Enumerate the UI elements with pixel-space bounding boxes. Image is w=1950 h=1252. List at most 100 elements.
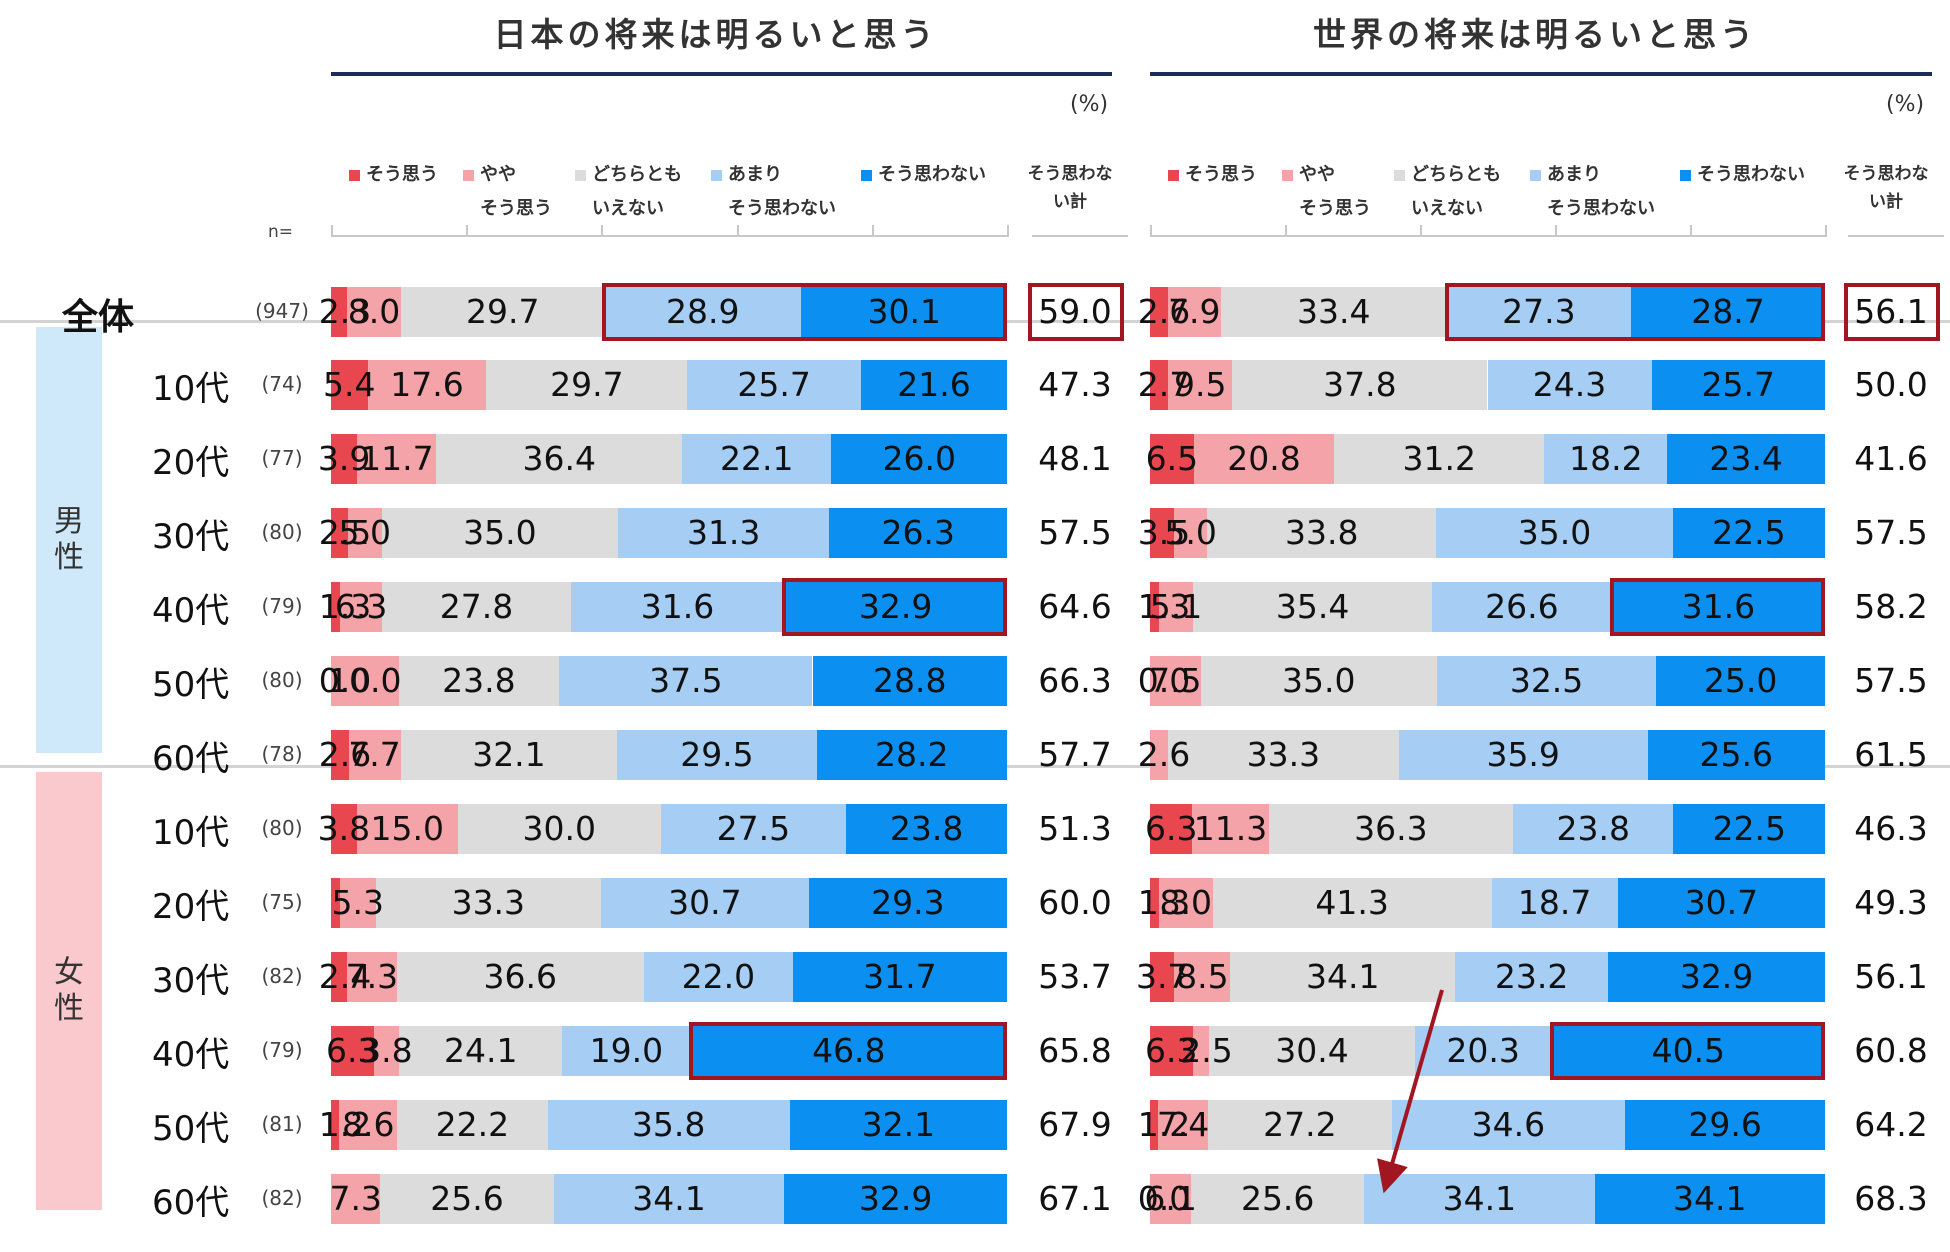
data-label: 35.0 (463, 513, 537, 552)
legend-label: そう思わない (1697, 164, 1805, 185)
data-label: 2.3 (318, 292, 372, 331)
bar-segment (399, 1026, 563, 1076)
data-label: 31.6 (640, 587, 715, 626)
data-label: 35.8 (631, 1105, 706, 1144)
data-label: 28.2 (875, 735, 949, 774)
bar-segment (331, 1026, 374, 1076)
axis-tick (736, 225, 739, 237)
row-sample-size: (78) (261, 742, 303, 766)
legend-label-line2: そう思わない (728, 198, 836, 219)
bar-segment (347, 508, 382, 558)
legend-label: そう思わない (878, 164, 986, 185)
data-label: 7.9 (1168, 292, 1221, 331)
bar-segment (1168, 730, 1399, 780)
total-value: 51.3 (1038, 809, 1112, 848)
data-label: 23.8 (889, 809, 964, 848)
bar-segment (1150, 952, 1175, 1002)
data-label: 2.5 (318, 513, 372, 552)
bar-segment (1192, 804, 1269, 854)
bar-segment (436, 434, 683, 484)
data-label: 22.0 (681, 957, 756, 996)
bar-segment (396, 952, 644, 1002)
data-label: 20.8 (1227, 439, 1301, 478)
stacked-bar: 6.3 11.3 36.3 23.8 22.5 (1145, 804, 1825, 854)
bar-segment (1656, 656, 1825, 706)
row-label-age: 20代 (152, 887, 230, 927)
data-label: 2.7 (1137, 365, 1191, 404)
data-label: 6.3 (326, 1031, 379, 1070)
bar-segment (1631, 287, 1825, 337)
total-value: 56.1 (1854, 292, 1928, 331)
title-underline (331, 72, 1112, 76)
bar-segment (1611, 582, 1825, 632)
row-label-age: 60代 (152, 739, 230, 779)
bar-segment (1212, 878, 1492, 928)
stacked-bar: 1.3 8.0 41.3 18.7 30.7 (1138, 878, 1825, 928)
bar-segment (1150, 434, 1194, 484)
data-label: 26.3 (881, 513, 955, 552)
row-label-age: 50代 (152, 1109, 230, 1149)
bar-segment (1432, 582, 1612, 632)
data-label: 19.0 (589, 1031, 664, 1070)
legend-label: どちらとも (1411, 164, 1501, 185)
data-label: 8.6 (341, 1105, 395, 1144)
total-value: 57.5 (1854, 661, 1928, 700)
total-value: 56.1 (1854, 957, 1928, 996)
axis-line-total (1848, 235, 1944, 237)
bar-segment (812, 656, 1007, 706)
axis-tick (1825, 225, 1827, 237)
bar-segment (457, 804, 661, 854)
data-label: 25.6 (1240, 1179, 1315, 1218)
legend-item: やや そう思う (1282, 158, 1371, 226)
data-label: 11.3 (1193, 809, 1268, 848)
legend-label-line2: そう思う (1299, 198, 1371, 219)
data-label: 41.3 (1315, 883, 1389, 922)
row-label-age: 10代 (152, 369, 230, 409)
bar-segment (1173, 508, 1208, 558)
data-label: 26.0 (882, 439, 956, 478)
legend-item: そう思わない (861, 158, 986, 192)
bar-segment (1672, 508, 1825, 558)
bar-segment (1436, 508, 1673, 558)
legend-item: どちらとも いえない (1394, 158, 1501, 226)
bar-segment (1208, 1100, 1392, 1150)
total-value: 68.3 (1854, 1179, 1928, 1218)
stacked-bar: 3.5 5.0 33.8 35.0 22.5 (1138, 508, 1825, 558)
axis-tick (1420, 225, 1422, 237)
data-label: 27.5 (716, 809, 791, 848)
data-label: 34.1 (1306, 957, 1380, 996)
stacked-bar: 2.7 9.5 37.8 24.3 25.7 (1138, 360, 1825, 410)
row-label-age: 30代 (152, 961, 230, 1001)
bar-segment (1193, 434, 1335, 484)
axis-tick (1555, 225, 1557, 237)
bar-segment (618, 508, 830, 558)
bar-segment (1651, 360, 1825, 410)
total-value: 53.7 (1038, 957, 1112, 996)
stacked-bar: 1.2 8.6 22.2 35.8 32.1 (319, 1100, 1007, 1150)
row-sample-size: (80) (261, 520, 303, 544)
bar-segment (373, 1026, 400, 1076)
bar-segment (1551, 1026, 1825, 1076)
bar-segment (1455, 952, 1609, 1002)
legend-swatch (349, 169, 360, 181)
total-value: 47.3 (1038, 365, 1112, 404)
data-label: 23.8 (1556, 809, 1630, 848)
bar-segment (660, 804, 847, 854)
data-label: 2.5 (1180, 1031, 1233, 1070)
data-label: 31.7 (863, 957, 937, 996)
legend-total-label: そう思わな い計 (1027, 164, 1113, 212)
legend-swatch (575, 169, 586, 181)
axis-line (1150, 235, 1827, 237)
bar-segment (1608, 952, 1825, 1002)
bar-segment (331, 1100, 340, 1150)
bar-segment (331, 434, 358, 484)
total-value: 46.3 (1854, 809, 1928, 848)
axis-tick (871, 225, 874, 237)
total-value: 50.0 (1854, 365, 1928, 404)
data-label: 28.9 (666, 292, 740, 331)
bar-segment (381, 508, 618, 558)
data-label: 23.4 (1709, 439, 1783, 478)
total-value: 48.1 (1038, 439, 1112, 478)
stacked-bar: 1.3 5.1 35.4 26.6 31.6 (1138, 582, 1825, 632)
total-value: 65.8 (1038, 1031, 1112, 1070)
